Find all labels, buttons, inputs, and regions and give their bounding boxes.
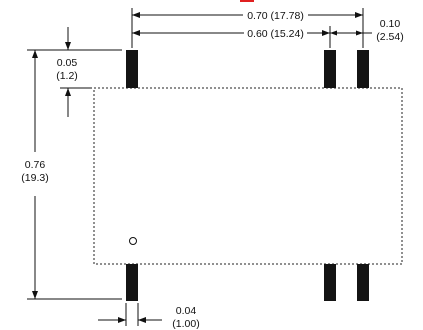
pin-top-right-inner xyxy=(324,50,336,88)
pin-length-in-label: 0.05 xyxy=(57,57,78,69)
height-mm-label: (19.3) xyxy=(21,172,48,184)
overall-span-label: 0.70 (17.78) xyxy=(247,10,304,22)
package-body-outline xyxy=(93,87,403,265)
pin-width-mm-label: (1.00) xyxy=(172,318,199,330)
pin-length-dimension: 0.05 (1.2) xyxy=(27,27,122,117)
pin-pitch-in-label: 0.10 xyxy=(380,18,401,30)
pin-bottom-left xyxy=(126,264,138,301)
cropped-title-fragment xyxy=(240,0,254,2)
pin-bottom-right-inner xyxy=(324,264,336,301)
pin1-marker-circle xyxy=(129,237,137,245)
pin-pitch-mm-label: (2.54) xyxy=(376,31,403,43)
height-in-label: 0.76 xyxy=(25,159,46,171)
pin-top-left xyxy=(126,50,138,88)
pin-width-dimension: 0.04 (1.00) xyxy=(98,303,200,330)
inner-span-label: 0.60 (15.24) xyxy=(247,28,304,40)
height-dimension: 0.76 (19.3) xyxy=(21,50,122,300)
pin-bottom-right-outer xyxy=(357,264,369,301)
pin-width-in-label: 0.04 xyxy=(176,305,197,317)
overall-span-dimension: 0.70 (17.78) xyxy=(131,8,364,48)
pin-top-right-outer xyxy=(357,50,369,88)
pin-pitch-dimension: 0.10 (2.54) xyxy=(330,18,404,43)
inner-span-dimension: 0.60 (15.24) xyxy=(132,26,331,48)
pin-length-mm-label: (1.2) xyxy=(56,70,78,82)
